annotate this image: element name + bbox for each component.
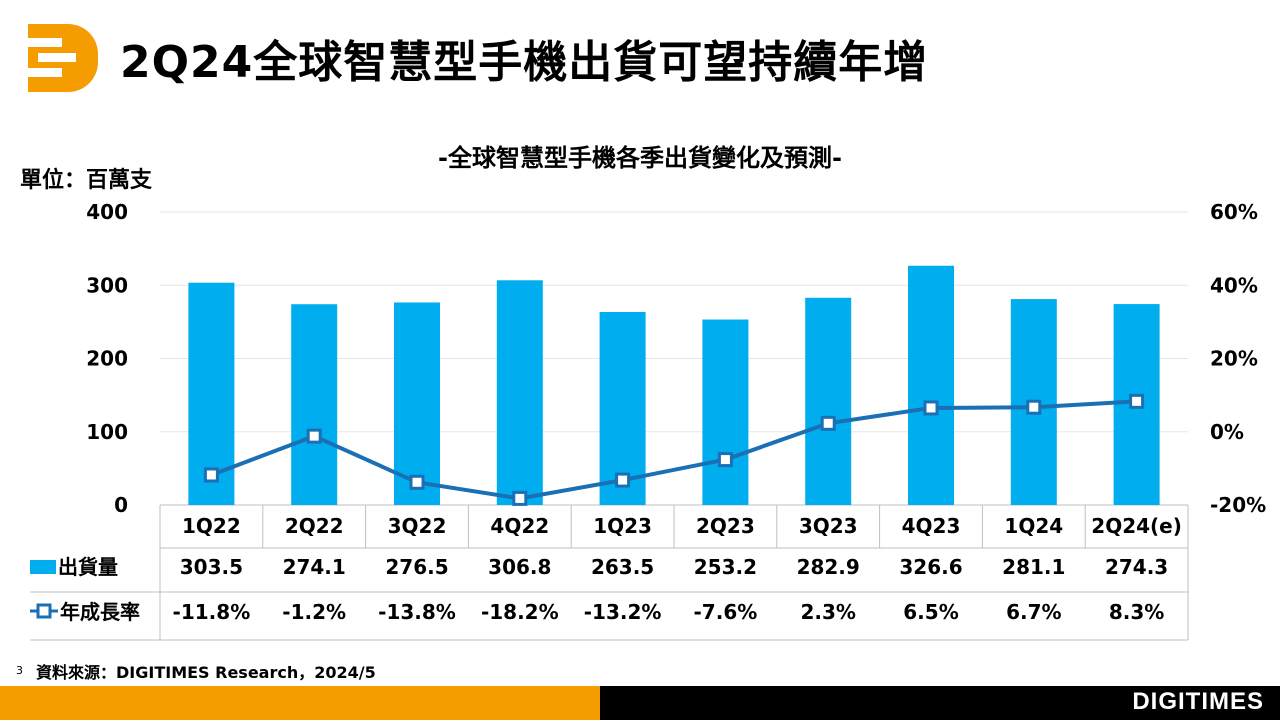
y-tick-label: 200 bbox=[86, 347, 128, 371]
legend-bar-label: 出貨量 bbox=[58, 555, 118, 579]
x-tick-label: 4Q23 bbox=[902, 514, 961, 538]
x-tick-label: 3Q22 bbox=[388, 514, 447, 538]
legend-line-marker bbox=[36, 603, 52, 619]
y-tick-label: 100 bbox=[86, 420, 128, 444]
page-number: 3 bbox=[16, 664, 23, 677]
data-label: 281.1 bbox=[1002, 555, 1065, 579]
data-label: 274.3 bbox=[1105, 555, 1168, 579]
data-label: -11.8% bbox=[173, 600, 251, 624]
line-point bbox=[306, 428, 322, 444]
line-point bbox=[923, 400, 939, 416]
data-label: 6.5% bbox=[903, 600, 958, 624]
line-point bbox=[512, 490, 528, 506]
data-label: 6.7% bbox=[1006, 600, 1061, 624]
x-tick-label: 4Q22 bbox=[490, 514, 549, 538]
data-label: -13.2% bbox=[584, 600, 662, 624]
bar bbox=[496, 280, 543, 505]
y2-tick-label: 60% bbox=[1210, 200, 1258, 224]
data-label: -7.6% bbox=[694, 600, 758, 624]
data-label: 282.9 bbox=[797, 555, 860, 579]
bar bbox=[805, 297, 852, 505]
chart-title: -全球智慧型手機各季出貨變化及預測- bbox=[438, 144, 842, 172]
data-label: 2.3% bbox=[800, 600, 855, 624]
x-tick-label: 3Q23 bbox=[799, 514, 858, 538]
data-label: 276.5 bbox=[385, 555, 448, 579]
digitimes-logo-icon bbox=[24, 24, 98, 92]
data-label: 274.1 bbox=[283, 555, 346, 579]
bar bbox=[291, 304, 338, 505]
data-label: -13.8% bbox=[378, 600, 456, 624]
data-label: 263.5 bbox=[591, 555, 654, 579]
y-tick-label: 400 bbox=[86, 200, 128, 224]
x-tick-label: 1Q23 bbox=[593, 514, 652, 538]
line-point bbox=[1129, 393, 1145, 409]
y2-tick-label: 40% bbox=[1210, 273, 1258, 297]
x-tick-label: 1Q22 bbox=[182, 514, 241, 538]
x-tick-label: 2Q24(e) bbox=[1091, 514, 1182, 538]
unit-label: 單位：百萬支 bbox=[20, 168, 153, 193]
y2-tick-label: -20% bbox=[1210, 493, 1266, 517]
bar bbox=[908, 265, 954, 505]
data-label: 253.2 bbox=[694, 555, 757, 579]
data-label: -1.2% bbox=[282, 600, 346, 624]
y2-tick-label: 20% bbox=[1210, 347, 1258, 371]
line-point bbox=[717, 452, 733, 468]
x-tick-label: 1Q24 bbox=[1004, 514, 1063, 538]
growth-line bbox=[210, 399, 1137, 501]
data-label: 306.8 bbox=[488, 555, 551, 579]
line-point bbox=[409, 474, 425, 490]
page-title: 2Q24全球智慧型手機出貨可望持續年增 bbox=[120, 37, 929, 88]
data-label: 8.3% bbox=[1109, 600, 1164, 624]
data-label: -18.2% bbox=[481, 600, 559, 624]
footer-accent bbox=[0, 686, 600, 720]
shipment-chart: 0 100 200 300 400 -20% 0% 20% 40% 60% 1Q22 2Q22 3Q22… bbox=[30, 200, 1266, 641]
bar bbox=[702, 319, 749, 505]
y-tick-label: 0 bbox=[114, 493, 128, 517]
brand-wordmark: DIGITIMES bbox=[1132, 688, 1264, 715]
y2-tick-label: 0% bbox=[1210, 420, 1244, 444]
line-point bbox=[203, 467, 219, 483]
legend-line-label: 年成長率 bbox=[60, 600, 140, 624]
data-label: 326.6 bbox=[899, 555, 962, 579]
line-point bbox=[1026, 399, 1042, 415]
y-tick-label: 300 bbox=[86, 273, 128, 297]
x-tick-label: 2Q23 bbox=[696, 514, 755, 538]
line-point bbox=[615, 472, 631, 488]
source-note: 資料來源：DIGITIMES Research，2024/5 bbox=[36, 663, 376, 682]
bar bbox=[394, 302, 440, 505]
line-point bbox=[820, 415, 836, 431]
data-label: 303.5 bbox=[180, 555, 243, 579]
legend-bar-swatch bbox=[30, 560, 56, 574]
x-tick-label: 2Q22 bbox=[285, 514, 344, 538]
